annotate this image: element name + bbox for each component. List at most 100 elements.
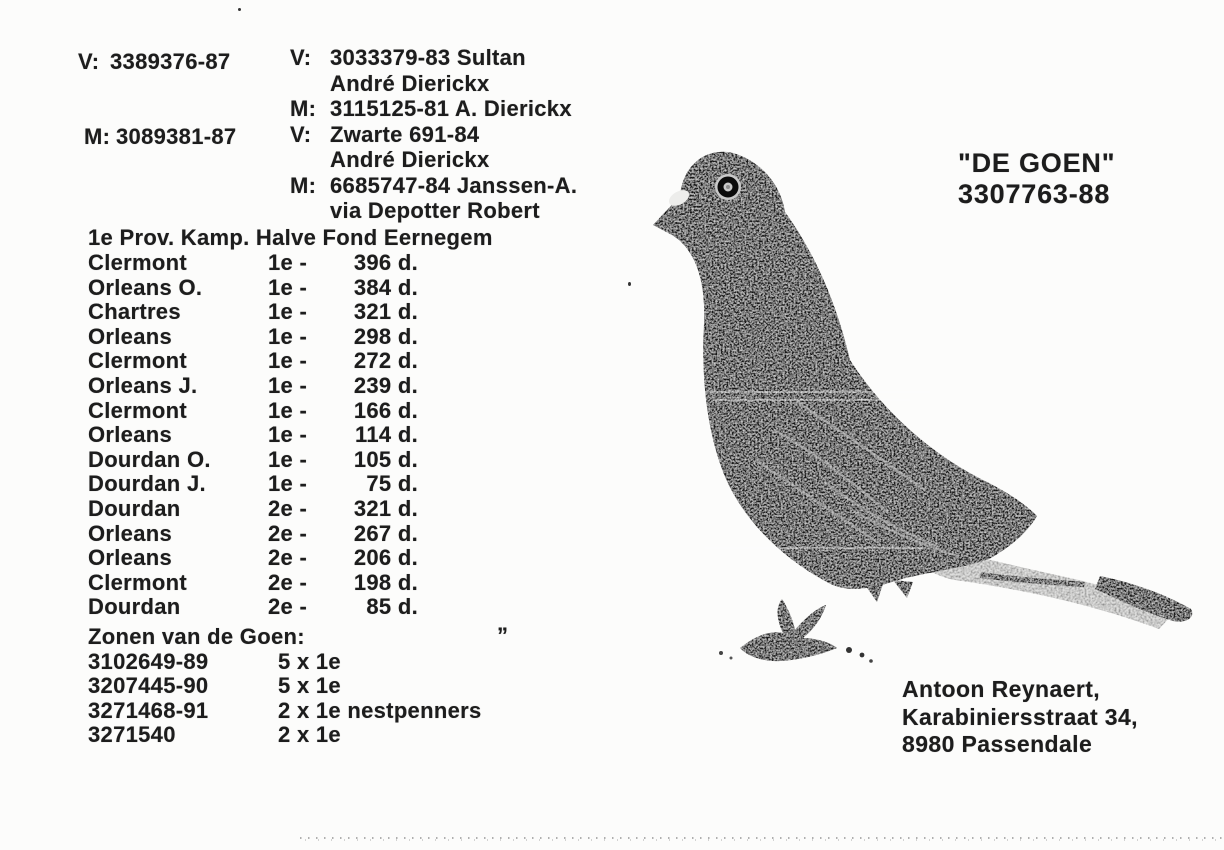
result-row: Clermont 1e - 396 d. (88, 251, 448, 276)
race-bird-count: 272 d. (353, 348, 418, 374)
son-row: 3271540 2 x 1e (88, 723, 518, 747)
pedigree-line-text: Zwarte 691-84 (330, 121, 480, 147)
race-bird-count: 298 d. (353, 323, 418, 349)
result-row: Chartres 1e - 321 d. (88, 300, 448, 325)
result-row: Clermont 1e - 272 d. (88, 349, 448, 374)
son-row: 3271468-91 2 x 1e nestpenners (88, 699, 518, 723)
owner-name: Antoon Reynaert, (902, 676, 1101, 702)
result-row: Orleans 1e - 114 d. (88, 423, 448, 448)
bird-name: "DE GOEN" (958, 148, 1116, 178)
pedigree-line: M: 6685747-84 Janssen-A. (290, 174, 577, 200)
race-name: Orleans (88, 520, 173, 546)
race-bird-count: 198 d. (353, 569, 418, 595)
race-bird-count: 114 d. (355, 422, 418, 448)
result-row: Dourdan O. 1e - 105 d. (88, 448, 448, 473)
pedigree-line-text: 6685747-84 Janssen-A. (330, 172, 578, 198)
race-name: Orleans O. (88, 274, 203, 300)
result-row: Orleans O. 1e - 384 d. (88, 276, 448, 301)
son-score: 5 x 1e (278, 673, 341, 699)
race-bird-count: 166 d. (353, 397, 418, 423)
race-position: 2e - (268, 520, 308, 546)
race-position: 2e - (268, 594, 308, 620)
race-position: 1e - (268, 446, 308, 472)
result-row: Orleans 2e - 267 d. (88, 522, 448, 547)
race-name: Orleans (88, 545, 173, 571)
pedigree-line-label: M: (290, 96, 317, 121)
race-bird-count: 105 d. (353, 446, 418, 472)
father-ring-line: V: 3389376-87 (78, 50, 230, 73)
race-bird-count: 396 d. (353, 250, 418, 275)
race-name: Clermont (88, 569, 187, 595)
father-label: V: (78, 49, 100, 74)
result-row: Clermont 1e - 166 d. (88, 399, 448, 424)
scan-speck (628, 282, 631, 286)
owner-street: Karabiniersstraat 34, (902, 703, 1138, 730)
pedigree-line: via Depotter Robert (290, 199, 577, 225)
pedigree-line-text: André Dierickx (330, 70, 490, 96)
son-ring: 3271540 (88, 721, 176, 747)
mother-label: M: (84, 124, 111, 149)
grandparents-list: V: 3033379-83 Sultan André Dierickx M: 311… (290, 46, 577, 225)
pedigree-line-text: 3033379-83 Sultan (330, 45, 526, 70)
pedigree-line-text: André Dierickx (330, 147, 490, 172)
pedigree-line: M: 3115125-81 A. Dierickx (290, 97, 577, 123)
pedigree-line: André Dierickx (290, 72, 577, 98)
race-name: Dourdan (88, 594, 181, 620)
race-position: 1e - (268, 372, 308, 398)
mother-ring: 3089381-87 (116, 124, 237, 149)
race-position: 1e - (268, 250, 308, 275)
pigeon-photo (653, 151, 1193, 663)
race-position: 1e - (268, 422, 308, 448)
race-bird-count: 321 d. (353, 299, 418, 325)
race-bird-count: 206 d. (353, 545, 418, 571)
race-bird-count: 239 d. (353, 372, 418, 398)
sons-table: 3102649-89 5 x 1e 3207445-90 5 x 1e 3271… (88, 650, 518, 747)
race-name: Clermont (88, 348, 187, 374)
race-position: 1e - (268, 348, 308, 374)
race-position: 2e - (268, 545, 308, 571)
race-position: 1e - (268, 299, 308, 325)
pedigree-line: André Dierickx (290, 148, 577, 174)
race-name: Orleans (88, 422, 173, 448)
race-bird-count: 75 d. (366, 471, 418, 497)
son-score: 2 x 1e nestpenners (278, 697, 482, 723)
race-name: Dourdan O. (88, 446, 211, 472)
race-name: Dourdan (88, 495, 181, 521)
race-name: Orleans J. (88, 372, 198, 398)
race-name: Orleans (88, 323, 173, 349)
race-name: Chartres (88, 299, 181, 325)
race-position: 1e - (268, 323, 308, 349)
results-table: Clermont 1e - 396 d. Orleans O. 1e - 384… (88, 251, 448, 620)
race-name: Clermont (88, 250, 187, 275)
results-heading: 1e Prov. Kamp. Halve Fond Eernegem (88, 225, 493, 250)
owner-address-block: Antoon Reynaert, Karabiniersstraat 34, 8… (902, 676, 1138, 759)
son-ring: 3271468-91 (88, 697, 209, 723)
result-row: Orleans 1e - 298 d. (88, 325, 448, 350)
mother-ring-line: M: 3089381-87 (84, 125, 236, 148)
race-name: Clermont (88, 397, 187, 423)
pedigree-line: V: Zwarte 691-84 (290, 123, 577, 149)
race-position: 1e - (268, 274, 308, 300)
pedigree-line: V: 3033379-83 Sultan (290, 46, 577, 72)
race-bird-count: 267 d. (353, 520, 418, 546)
race-bird-count: 85 d. (366, 594, 418, 620)
pedigree-line-text: via Depotter Robert (330, 198, 540, 223)
race-position: 2e - (268, 569, 308, 595)
race-name: Dourdan J. (88, 471, 206, 497)
scan-ditto-mark: ” (497, 623, 510, 648)
pedigree-line-label: V: (290, 45, 312, 70)
son-score: 5 x 1e (278, 649, 341, 674)
pedigree-line-label: V: (290, 121, 312, 147)
son-ring: 3102649-89 (88, 649, 209, 674)
result-row: Dourdan J. 1e - 75 d. (88, 472, 448, 497)
pedigree-line-label: M: (290, 172, 317, 198)
father-ring: 3389376-87 (110, 49, 231, 74)
son-ring: 3207445-90 (88, 673, 209, 699)
pedigree-line-text: 3115125-81 A. Dierickx (330, 96, 572, 121)
race-position: 2e - (268, 495, 308, 521)
bird-ring: 3307763-88 (958, 179, 1111, 209)
sons-heading: Zonen van de Goen: (88, 624, 305, 649)
scan-noise-line (300, 834, 1224, 841)
race-position: 1e - (268, 397, 308, 423)
